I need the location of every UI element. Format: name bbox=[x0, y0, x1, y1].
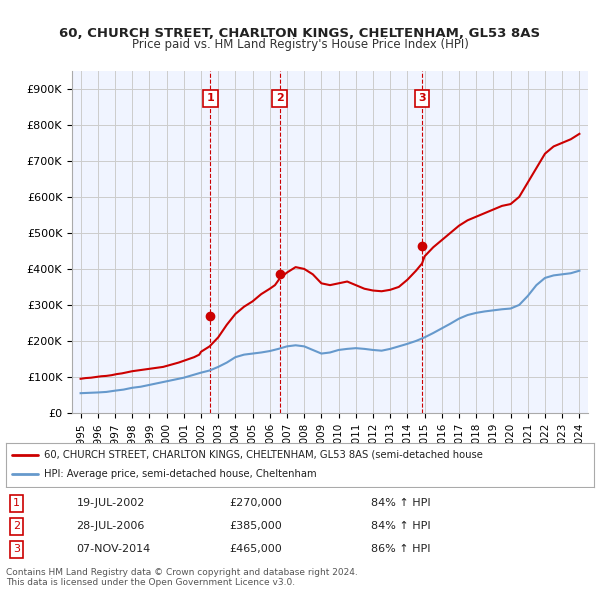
Text: 84% ↑ HPI: 84% ↑ HPI bbox=[371, 521, 430, 531]
Text: 60, CHURCH STREET, CHARLTON KINGS, CHELTENHAM, GL53 8AS (semi-detached house: 60, CHURCH STREET, CHARLTON KINGS, CHELT… bbox=[44, 450, 483, 460]
Text: 3: 3 bbox=[13, 544, 20, 554]
Text: 84% ↑ HPI: 84% ↑ HPI bbox=[371, 498, 430, 508]
Text: 07-NOV-2014: 07-NOV-2014 bbox=[77, 544, 151, 554]
Text: 19-JUL-2002: 19-JUL-2002 bbox=[77, 498, 145, 508]
Text: 1: 1 bbox=[13, 498, 20, 508]
Text: Contains HM Land Registry data © Crown copyright and database right 2024.: Contains HM Land Registry data © Crown c… bbox=[6, 568, 358, 576]
Text: 3: 3 bbox=[418, 93, 426, 103]
Text: £385,000: £385,000 bbox=[229, 521, 282, 531]
Text: £465,000: £465,000 bbox=[229, 544, 282, 554]
Text: Price paid vs. HM Land Registry's House Price Index (HPI): Price paid vs. HM Land Registry's House … bbox=[131, 38, 469, 51]
Text: 1: 1 bbox=[206, 93, 214, 103]
Text: HPI: Average price, semi-detached house, Cheltenham: HPI: Average price, semi-detached house,… bbox=[44, 470, 317, 479]
Text: 86% ↑ HPI: 86% ↑ HPI bbox=[371, 544, 430, 554]
Text: 2: 2 bbox=[276, 93, 283, 103]
Text: 28-JUL-2006: 28-JUL-2006 bbox=[77, 521, 145, 531]
Text: 2: 2 bbox=[13, 521, 20, 531]
Text: 60, CHURCH STREET, CHARLTON KINGS, CHELTENHAM, GL53 8AS: 60, CHURCH STREET, CHARLTON KINGS, CHELT… bbox=[59, 27, 541, 40]
Text: £270,000: £270,000 bbox=[229, 498, 283, 508]
Text: This data is licensed under the Open Government Licence v3.0.: This data is licensed under the Open Gov… bbox=[6, 578, 295, 587]
